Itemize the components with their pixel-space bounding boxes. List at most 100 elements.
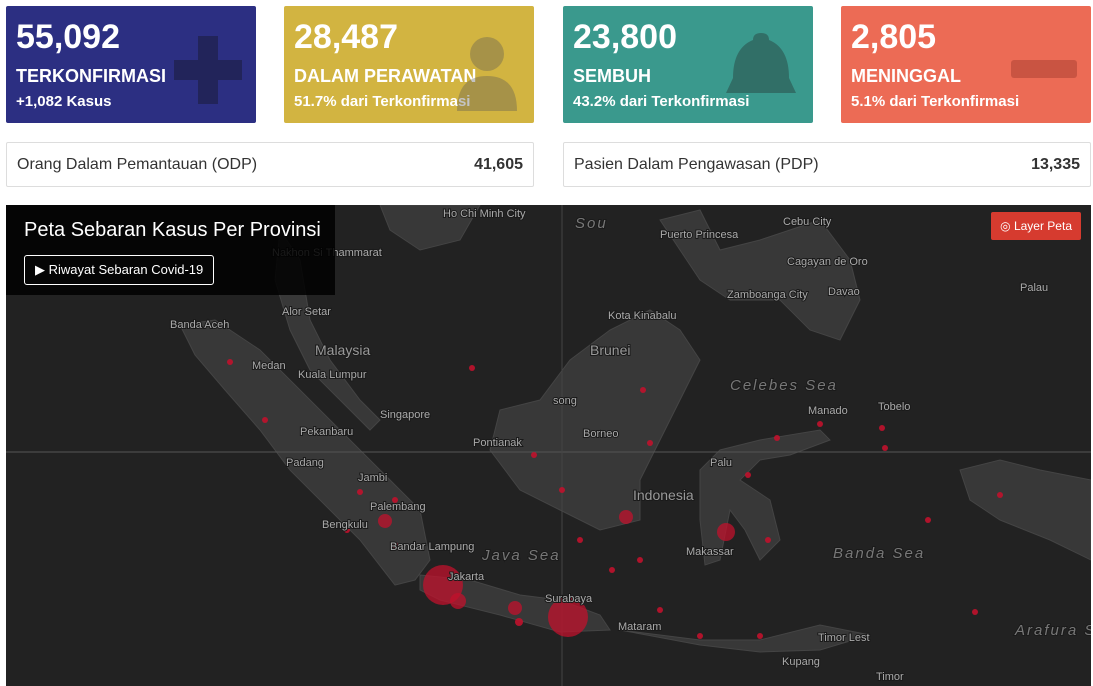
case-bubble xyxy=(548,597,588,637)
info-pdp: Pasien Dalam Pengawasan (PDP) 13,335 xyxy=(563,142,1091,187)
map-label: Surabaya xyxy=(545,593,593,605)
case-bubble xyxy=(469,365,475,371)
case-bubble xyxy=(637,557,643,563)
map-label: Medan xyxy=(252,360,286,372)
card-sub: 43.2% dari Terkonfirmasi xyxy=(573,93,750,110)
case-bubble xyxy=(717,523,735,541)
case-bubble xyxy=(879,425,885,431)
map-label: Padang xyxy=(286,457,324,469)
case-bubble xyxy=(609,567,615,573)
map-label: Timor Lest xyxy=(818,632,870,644)
card-label: DALAM PERAWATAN xyxy=(294,66,477,86)
case-bubble xyxy=(972,609,978,615)
info-value: 41,605 xyxy=(474,156,523,173)
info-label: Pasien Dalam Pengawasan (PDP) xyxy=(574,156,819,173)
map-label: Indonesia xyxy=(633,487,694,503)
minus-icon xyxy=(1011,60,1077,78)
map[interactable]: Ho Chi Minh CityNakhon Si ThammaratPuert… xyxy=(6,205,1091,686)
map-label: Jakarta xyxy=(448,571,485,583)
map-label: Malaysia xyxy=(315,342,370,358)
case-bubble xyxy=(757,633,763,639)
map-label: Palembang xyxy=(370,501,426,513)
map-label: Puerto Princesa xyxy=(660,229,739,241)
case-bubble xyxy=(640,387,646,393)
map-label: Palu xyxy=(710,457,732,469)
card-value: 28,487 xyxy=(294,18,398,56)
map-label: song xyxy=(553,395,577,407)
map-label: Makassar xyxy=(686,546,734,558)
case-bubble xyxy=(997,492,1003,498)
case-bubble xyxy=(882,445,888,451)
map-label: Celebes Sea xyxy=(730,377,838,394)
card-value: 23,800 xyxy=(573,18,677,56)
case-bubble xyxy=(745,472,751,478)
card-sub: 51.7% dari Terkonfirmasi xyxy=(294,93,471,110)
map-labels: Ho Chi Minh CityNakhon Si ThammaratPuert… xyxy=(169,207,1091,684)
doctor-icon xyxy=(457,37,517,111)
card-label: SEMBUH xyxy=(573,66,652,86)
card-label: TERKONFIRMASI xyxy=(16,66,166,86)
map-label: Kota Kinabalu xyxy=(608,310,677,322)
info-label: Orang Dalam Pemantauan (ODP) xyxy=(17,156,258,173)
map-label: Banda Aceh xyxy=(170,319,229,331)
map-label: Cagayan de Oro xyxy=(787,256,868,268)
card-value: 55,092 xyxy=(16,18,120,56)
map-label: Palau xyxy=(1020,282,1048,294)
map-label: Manado xyxy=(808,405,848,417)
map-canvas: Ho Chi Minh CityNakhon Si ThammaratPuert… xyxy=(6,205,1091,686)
card-confirmed: 55,092 TERKONFIRMASI +1,082 Kasus xyxy=(6,6,256,123)
card-recovered: 23,800 SEMBUH 43.2% dari Terkonfirmasi xyxy=(563,6,813,123)
case-bubble xyxy=(508,601,522,615)
map-label: Pontianak xyxy=(473,437,522,449)
case-bubble xyxy=(262,417,268,423)
map-label: Ho Chi Minh City xyxy=(443,208,526,220)
map-title-panel: Peta Sebaran Kasus Per Provinsi ▶ Riwaya… xyxy=(6,205,335,295)
case-bubble xyxy=(515,618,523,626)
case-bubble xyxy=(227,359,233,365)
case-bubble xyxy=(357,489,363,495)
map-label: Jambi xyxy=(358,472,387,484)
plus-icon xyxy=(174,36,242,104)
map-label: Banda Sea xyxy=(833,545,925,562)
map-label: Borneo xyxy=(583,428,618,440)
case-bubble xyxy=(647,440,653,446)
case-bubble xyxy=(817,421,823,427)
card-deaths: 2,805 MENINGGAL 5.1% dari Terkonfirmasi xyxy=(841,6,1091,123)
map-label: Singapore xyxy=(380,409,430,421)
case-bubble xyxy=(657,607,663,613)
case-bubbles xyxy=(227,359,1003,639)
card-value: 2,805 xyxy=(851,18,937,56)
case-bubble xyxy=(697,633,703,639)
map-label: Sou xyxy=(575,215,608,232)
map-label: Bengkulu xyxy=(322,519,368,531)
case-bubble xyxy=(925,517,931,523)
bell-icon xyxy=(726,33,796,93)
map-label: Timor xyxy=(876,671,904,683)
map-label: Tobelo xyxy=(878,401,910,413)
case-bubble xyxy=(619,510,633,524)
case-bubble xyxy=(392,497,398,503)
layer-button[interactable]: ◎ Layer Peta xyxy=(991,212,1081,240)
info-value: 13,335 xyxy=(1031,156,1080,173)
map-label: Cebu City xyxy=(783,216,832,228)
map-label: Mataram xyxy=(618,621,661,633)
info-odp: Orang Dalam Pemantauan (ODP) 41,605 xyxy=(6,142,534,187)
card-treated: 28,487 DALAM PERAWATAN 51.7% dari Terkon… xyxy=(284,6,534,123)
case-bubble xyxy=(344,527,350,533)
card-label: MENINGGAL xyxy=(851,66,961,86)
map-title: Peta Sebaran Kasus Per Provinsi xyxy=(24,219,321,241)
map-label: Pekanbaru xyxy=(300,426,353,438)
case-bubble xyxy=(577,537,583,543)
history-button[interactable]: ▶ Riwayat Sebaran Covid-19 xyxy=(24,255,215,285)
case-bubble xyxy=(559,487,565,493)
map-label: Bandar Lampung xyxy=(390,541,474,553)
case-bubble xyxy=(392,542,398,548)
map-label: Arafura Sea xyxy=(1014,622,1091,639)
history-button-text: Riwayat Sebaran Covid-19 xyxy=(48,262,204,277)
layer-button-text: Layer Peta xyxy=(1013,219,1072,233)
map-label: Zamboanga City xyxy=(727,289,808,301)
map-label: Kuala Lumpur xyxy=(298,369,367,381)
map-label: Alor Setar xyxy=(282,306,331,318)
case-bubble xyxy=(450,593,466,609)
case-bubble xyxy=(774,435,780,441)
